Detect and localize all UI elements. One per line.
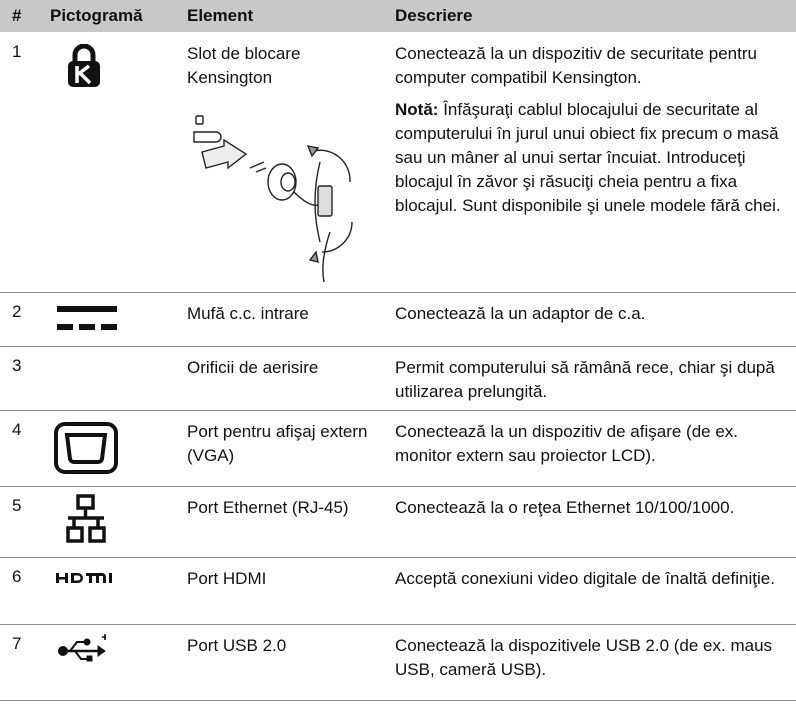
description: Permit computerului să rămână rece, chia…	[395, 356, 787, 412]
table-row: 1 Slot de blocare Kensington Conectează …	[0, 32, 796, 293]
table-row: 7 Port USB 2.0 Conectează la dispozitive…	[0, 624, 796, 701]
note: Notă: Înfăşuraţi cablul blocajului de se…	[395, 98, 787, 218]
dc-icon	[57, 306, 117, 330]
element-name: Port pentru afişaj extern (VGA)	[187, 422, 368, 465]
table-row: 2 Mufă c.c. intrare Conectează la un ada…	[0, 292, 796, 347]
element-name: Port HDMI	[187, 569, 267, 588]
description: Conectează la un adaptor de c.a.	[395, 302, 787, 334]
element-name: Slot de blocare Kensington	[187, 44, 301, 87]
table-row: 6 Port HDMI Acceptă conexiuni video digi…	[0, 557, 796, 625]
description: Conectează la un dispozitiv de afişare (…	[395, 420, 787, 476]
description-text: Permit computerului să rămână rece, chia…	[395, 358, 775, 401]
row-number: 5	[12, 496, 22, 515]
element-name: Orificii de aerisire	[187, 358, 319, 377]
note-text: Înfăşuraţi cablul blocajului de securita…	[395, 100, 781, 215]
description: Acceptă conexiuni video digitale de înal…	[395, 567, 787, 599]
description: Conectează la o reţea Ethernet 10/100/10…	[395, 496, 787, 528]
ethernet-icon	[66, 494, 106, 543]
description: Conectează la un dispozitiv de securitat…	[395, 42, 787, 226]
row-number: 6	[12, 567, 22, 586]
description-text: Conectează la un dispozitiv de afişare (…	[395, 422, 739, 465]
element-name: Mufă c.c. intrare	[187, 304, 309, 323]
table-row: 5 Port Ethernet (RJ-45) Conectează la o …	[0, 486, 796, 558]
hdmi-icon	[56, 573, 112, 583]
description-text: Conectează la un dispozitiv de securitat…	[395, 44, 757, 87]
description: Conectează la dispozitivele USB 2.0 (de …	[395, 634, 787, 690]
kensington-icon	[68, 44, 100, 87]
header-cell: #	[12, 6, 22, 25]
header-cell: Pictogramă	[50, 6, 143, 25]
table-header: # Pictogramă Element Descriere	[0, 0, 796, 32]
element-name: Port USB 2.0	[187, 636, 287, 655]
kensington-illustration	[193, 115, 353, 283]
row-number: 7	[12, 634, 22, 653]
usb-icon	[58, 634, 106, 662]
note-label: Notă:	[395, 100, 439, 119]
vga-icon	[54, 422, 118, 474]
row-number: 3	[12, 356, 22, 375]
header-cell: Element	[187, 6, 254, 25]
table-row: 3 Orificii de aerisire Permit computerul…	[0, 346, 796, 411]
description-text: Conectează la un adaptor de c.a.	[395, 304, 646, 323]
description-text: Acceptă conexiuni video digitale de înal…	[395, 569, 775, 588]
header-cell: Descriere	[395, 6, 473, 25]
element-name: Port Ethernet (RJ-45)	[187, 498, 349, 517]
description-text: Conectează la o reţea Ethernet 10/100/10…	[395, 498, 735, 517]
row-number: 4	[12, 420, 22, 439]
row-number: 2	[12, 302, 22, 321]
row-number: 1	[12, 42, 22, 61]
description-text: Conectează la dispozitivele USB 2.0 (de …	[395, 636, 773, 679]
table-row: 4 Port pentru afişaj extern (VGA) Conect…	[0, 410, 796, 487]
